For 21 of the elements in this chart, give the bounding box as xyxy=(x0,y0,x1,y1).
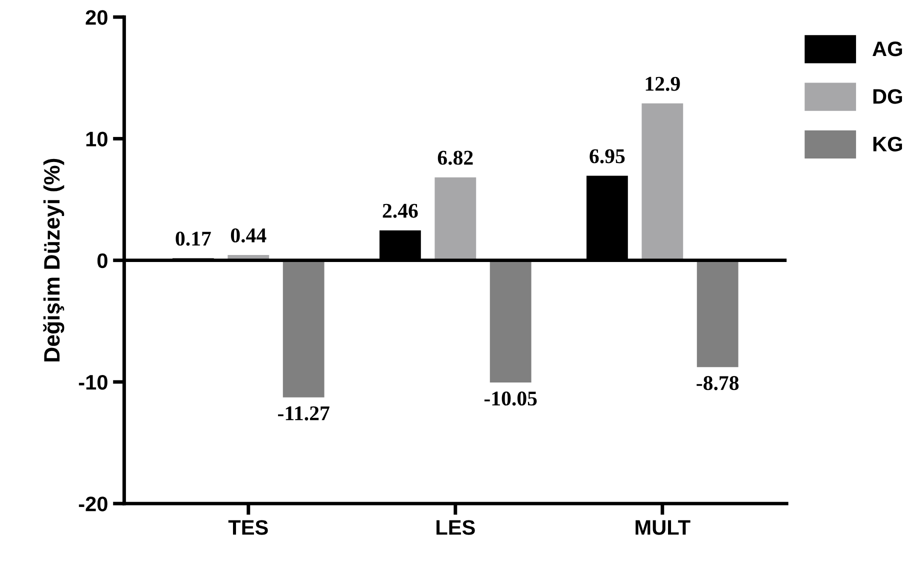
y-tick-label: 10 xyxy=(86,132,108,146)
y-tick-label: -20 xyxy=(78,496,108,512)
x-tick-label: LES xyxy=(436,520,475,535)
x-tick-label: TES xyxy=(228,520,268,535)
data-label: 12.9 xyxy=(646,76,680,91)
y-tick-label: -10 xyxy=(78,374,108,390)
data-label: -10.05 xyxy=(484,391,537,406)
data-label: 2.46 xyxy=(382,204,418,218)
y-tick-label: 0 xyxy=(97,253,108,268)
x-tick-label: MULT xyxy=(636,520,690,535)
legend-label: DG xyxy=(873,89,902,104)
data-label: 6.95 xyxy=(590,149,625,164)
legend-label: KG xyxy=(873,136,902,152)
data-label: 0.44 xyxy=(230,228,266,242)
y-tick-label: 20 xyxy=(86,10,108,25)
legend-label: AG xyxy=(872,41,902,56)
y-axis-title: Değişim Düzeyi (%) xyxy=(43,158,64,362)
data-label: 0.17 xyxy=(176,232,211,246)
data-label: 6.82 xyxy=(438,150,473,165)
data-label: -8.78 xyxy=(696,376,739,390)
data-label: -11.27 xyxy=(278,406,330,420)
